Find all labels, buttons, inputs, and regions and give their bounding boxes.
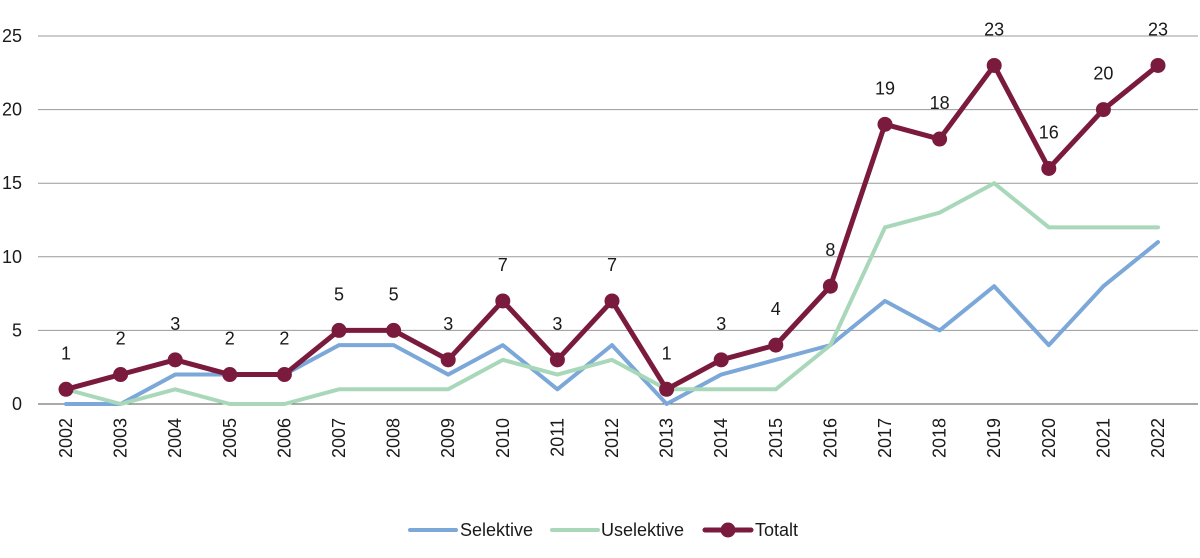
data-label-2003: 2 <box>116 329 126 349</box>
x-tick-label-2005: 2005 <box>220 418 240 458</box>
data-label-2007: 5 <box>334 284 344 304</box>
x-tick-label-2018: 2018 <box>930 418 950 458</box>
data-label-2022: 23 <box>1148 19 1168 39</box>
series-lines <box>58 57 1166 406</box>
point-totalt-2021 <box>1095 102 1111 118</box>
point-totalt-2016 <box>822 278 838 294</box>
data-label-2021: 20 <box>1093 64 1113 84</box>
y-tick-label-10: 10 <box>2 247 22 267</box>
data-label-2006: 2 <box>279 329 289 349</box>
data-label-2018: 18 <box>930 93 950 113</box>
data-label-2011: 3 <box>552 314 562 334</box>
data-label-2005: 2 <box>225 329 235 349</box>
point-totalt-2006 <box>276 367 292 383</box>
x-tick-label-2019: 2019 <box>984 418 1004 458</box>
data-label-2002: 1 <box>61 343 71 363</box>
data-label-2015: 4 <box>771 299 781 319</box>
x-tick-label-2012: 2012 <box>602 418 622 458</box>
point-totalt-2005 <box>222 367 238 383</box>
point-totalt-2004 <box>167 352 183 368</box>
x-tick-label-2015: 2015 <box>766 418 786 458</box>
point-totalt-2017 <box>877 116 893 132</box>
data-label-2008: 5 <box>389 284 399 304</box>
series-line-uselektive <box>64 181 1160 406</box>
data-label-2017: 19 <box>875 78 895 98</box>
point-totalt-2019 <box>986 57 1002 73</box>
data-label-2014: 3 <box>716 314 726 334</box>
point-totalt-2012 <box>604 293 620 309</box>
x-tick-label-2021: 2021 <box>1093 418 1113 458</box>
data-label-2016: 8 <box>825 240 835 260</box>
point-totalt-2013 <box>659 381 675 397</box>
y-axis-ticks: 0 5 10 15 20 25 <box>2 26 22 414</box>
point-totalt-2003 <box>113 367 129 383</box>
x-tick-label-2003: 2003 <box>111 418 131 458</box>
x-axis-ticks: 2002 2003 2004 2005 2006 2007 2008 2009 2010 2011… <box>56 418 1168 458</box>
point-totalt-2007 <box>331 322 347 338</box>
y-tick-label-5: 5 <box>12 320 22 340</box>
data-label-2013: 1 <box>662 343 672 363</box>
point-totalt-2008 <box>386 322 402 338</box>
point-totalt-2009 <box>440 352 456 368</box>
gridlines <box>38 35 1198 405</box>
point-totalt-2018 <box>932 131 948 147</box>
data-label-2010: 7 <box>498 255 508 275</box>
legend-label-selektive: Selektive <box>460 520 533 540</box>
data-label-2009: 3 <box>443 314 453 334</box>
data-label-2012: 7 <box>607 255 617 275</box>
y-tick-label-20: 20 <box>2 100 22 120</box>
x-tick-label-2002: 2002 <box>56 418 76 458</box>
x-tick-label-2009: 2009 <box>438 418 458 458</box>
data-label-2019: 23 <box>984 19 1004 39</box>
x-tick-label-2020: 2020 <box>1039 418 1059 458</box>
data-label-2004: 3 <box>170 314 180 334</box>
x-tick-label-2014: 2014 <box>711 418 731 458</box>
point-totalt-2020 <box>1041 160 1057 176</box>
point-totalt-2010 <box>495 293 511 309</box>
legend-label-totalt: Totalt <box>755 520 798 540</box>
x-tick-label-2013: 2013 <box>657 418 677 458</box>
point-totalt-2015 <box>768 337 784 353</box>
x-tick-label-2017: 2017 <box>875 418 895 458</box>
x-tick-label-2011: 2011 <box>547 418 567 457</box>
legend-label-uselektive: Uselektive <box>601 520 684 540</box>
point-totalt-2014 <box>713 352 729 368</box>
x-tick-label-2008: 2008 <box>384 418 404 458</box>
x-tick-label-2007: 2007 <box>329 418 349 458</box>
y-tick-label-0: 0 <box>12 394 22 414</box>
point-totalt-2011 <box>549 352 565 368</box>
y-tick-label-25: 25 <box>2 26 22 46</box>
legend: Selektive Uselektive Totalt <box>408 520 798 540</box>
x-tick-label-2022: 2022 <box>1148 418 1168 458</box>
x-tick-label-2006: 2006 <box>274 418 294 458</box>
legend-marker-totalt <box>720 522 736 538</box>
x-tick-label-2010: 2010 <box>493 418 513 458</box>
x-tick-label-2016: 2016 <box>820 418 840 458</box>
data-label-2020: 16 <box>1039 122 1059 142</box>
point-totalt-2002 <box>58 381 74 397</box>
y-tick-label-15: 15 <box>2 173 22 193</box>
x-tick-label-2004: 2004 <box>165 418 185 458</box>
point-totalt-2022 <box>1150 57 1166 73</box>
